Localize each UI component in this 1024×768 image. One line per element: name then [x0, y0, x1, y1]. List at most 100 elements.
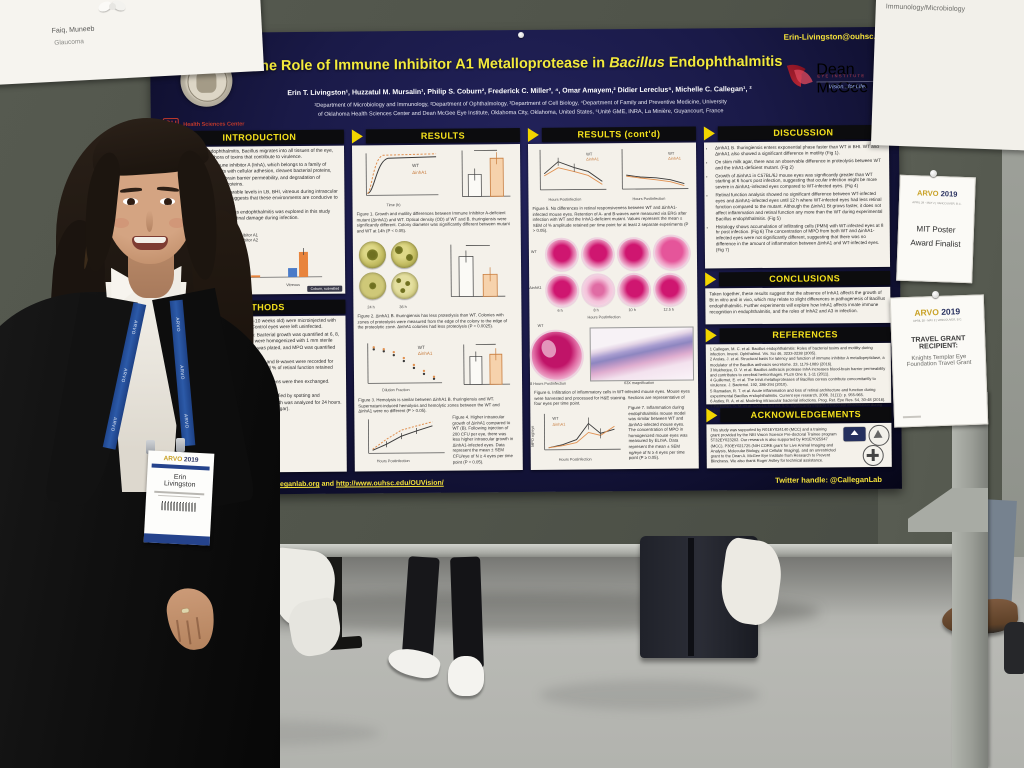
- svg-text:ΔinhA1: ΔinhA1: [412, 170, 427, 175]
- section-header-results-contd: RESULTS (cont'd): [527, 126, 696, 142]
- methods-paragraph: Bacterial Growth and (MPO) Quantitation:…: [166, 332, 340, 358]
- hist-time-label: 8 h: [593, 308, 599, 313]
- note-name: Faiq, Muneeb: [51, 25, 95, 35]
- mit-award-card: ARVO 2019 APRIL 28 - MAY 2 | VANCOUVER, …: [896, 174, 976, 284]
- hist-x-label: Hours Postinfection: [587, 315, 621, 320]
- award-line1: MIT Poster: [916, 224, 956, 235]
- background-person-leg: [450, 556, 484, 670]
- erg-bwave-chart: WT ΔinhA1: [621, 149, 689, 190]
- twitter-handle: Twitter handle: @CalleganLab: [775, 474, 882, 485]
- plate-time-label: 24 h: [367, 305, 375, 310]
- histology-eye: [583, 275, 614, 306]
- agar-plates: [358, 240, 422, 304]
- hemolysis-bar-chart: [463, 343, 511, 385]
- acknowledgements-panel: This study was supported by R01EY024140 …: [706, 422, 892, 469]
- fig4-x-label: Hours Postinfection: [376, 459, 410, 464]
- histology-eye: [616, 236, 652, 272]
- methods-panel: Endophthalmitis: C57BL/6J (WT) mice (8-1…: [162, 315, 347, 474]
- intro-bar-chart: [181, 246, 323, 279]
- rpb-logo: [843, 427, 866, 442]
- intro-bullet: During Bacillus endophthalmitis, Bacillu…: [172, 149, 340, 163]
- svg-text:WT: WT: [668, 151, 675, 156]
- agar-plate: [391, 271, 419, 300]
- colony-diameter-bar-chart: [461, 149, 511, 197]
- white-sneaker: [448, 656, 484, 696]
- methods-paragraph: Histology: Eyes were incubated in a fixa…: [167, 379, 330, 393]
- introduction-panel: During Bacillus endophthalmitis, Bacillu…: [160, 145, 346, 296]
- section-header-methods: METHODS: [162, 299, 346, 316]
- intro-chart-legend: Immune Inhibitor A1 Immune Inhibitor A2: [213, 232, 258, 244]
- floor-stain: [120, 720, 380, 746]
- section-header-acknowledgements: ACKNOWLEDGEMENTS: [706, 406, 892, 423]
- discussion-bullets: ΔinhA1 B. thuringiensis enters exponenti…: [708, 144, 886, 253]
- histology-eye: [579, 236, 617, 273]
- histology-eye: [545, 274, 579, 308]
- intraocular-growth-chart: [367, 419, 445, 454]
- fig1-x-label: Time (h): [386, 203, 401, 208]
- arrow-icon: [527, 127, 539, 142]
- wall-note-right: Immunology/Microbiology: [870, 0, 1024, 151]
- fig7-x-label: Hours Postinfection: [558, 457, 592, 462]
- growth-curve-chart: WT ΔinhA1: [365, 153, 439, 196]
- figure7-caption: Figure 7. Inflammation during endophthal…: [628, 404, 688, 461]
- svg-text:ΔinhA1: ΔinhA1: [586, 156, 600, 161]
- hist-time-label: 10 h: [628, 308, 636, 313]
- dmei-fan-icon: [786, 58, 816, 91]
- hemolysis-scatter-chart: WT ΔinhA1: [367, 343, 443, 384]
- card-footnote-line: [902, 415, 921, 419]
- ribbon-bow: [96, 0, 128, 18]
- methods-paragraph: In vitro assays: Proteolysis was analyze…: [167, 394, 342, 413]
- wall-note-left: Faiq, Muneeb Glaucoma: [0, 0, 265, 86]
- hist-row-label: WT: [530, 249, 537, 254]
- agar-plate: [358, 241, 387, 269]
- figure4-caption: Figure 4. Higher intraocular growth of Δ…: [452, 414, 514, 465]
- note-category: Immunology/Microbiology: [885, 3, 966, 14]
- discussion-bullet: Growth of ΔinhA1 in C57BL/6J mouse eyes …: [715, 171, 885, 190]
- discussion-panel: ΔinhA1 B. thuringiensis enters exponenti…: [703, 140, 891, 269]
- pushpin: [930, 170, 937, 177]
- acknowledgements-text: This study was supported by R01EY024140 …: [710, 426, 837, 464]
- svg-text:ΔinhA1: ΔinhA1: [668, 156, 682, 161]
- svg-text:WT: WT: [418, 345, 425, 350]
- frame-pole: [952, 392, 988, 768]
- svg-text:WT: WT: [586, 151, 593, 156]
- histology-section-image: [589, 326, 695, 382]
- section-header-discussion: DISCUSSION: [703, 124, 889, 141]
- research-poster: B127 Erin-Livingston@ouhsc.edu OU Health…: [149, 26, 903, 496]
- travel-body: Knights Templar Eye Foundation Travel Gr…: [906, 354, 972, 369]
- pushpin: [518, 32, 525, 39]
- arrow-icon: [351, 129, 363, 144]
- svg-text:ΔinhA1: ΔinhA1: [552, 422, 566, 427]
- arrow-icon: [703, 126, 715, 141]
- lab-url: http://calleganlab.org: [248, 480, 320, 489]
- legend-swatch-orange: [213, 238, 219, 244]
- note-topic: Glaucoma: [54, 38, 85, 47]
- dmei-sub: EYE INSTITUTE: [817, 73, 866, 79]
- erg-awave-chart: WT ΔinhA1: [539, 149, 607, 191]
- dark-shoe: [1004, 622, 1024, 674]
- board-bottom-rail: [0, 544, 1002, 557]
- conclusions-text: Taken together, these results suggest th…: [709, 289, 886, 315]
- ouhsc-text: Health Sciences Center: [183, 121, 245, 128]
- histology-eye: [652, 234, 691, 271]
- histology-eye: [615, 270, 654, 310]
- svg-text:WT: WT: [412, 163, 419, 168]
- intro-bullet: InhA was detected at comparable levels i…: [172, 189, 340, 209]
- fig6-time-label: 8 Hours Postinfection: [530, 381, 567, 386]
- poster-title: The Role of Immune Inhibitor A1 Metallop…: [251, 53, 783, 75]
- intro-bullet: The role of InhA during Bacillus endopht…: [173, 210, 341, 224]
- intro-bullet: Bacillus produces immune inhibitor A (In…: [172, 163, 340, 189]
- svg-text:ΔinhA1: ΔinhA1: [418, 351, 433, 356]
- intro-x-label: Vitreous: [286, 282, 301, 288]
- mpo-chart: WT ΔinhA1: [543, 413, 621, 451]
- discussion-bullet: Retinal function analysis showed no sign…: [715, 191, 885, 222]
- methods-paragraph: Endophthalmitis: C57BL/6J (WT) mice (8-1…: [166, 318, 336, 332]
- fig5-x-label: Hours Postinfection: [632, 196, 666, 202]
- arrow-icon: [162, 301, 174, 316]
- arvo-logo: ARVO: [916, 188, 939, 199]
- figure5-caption: Figure 5. No differences in retinal resp…: [532, 204, 689, 234]
- intro-x-label: BHI: [242, 283, 249, 288]
- poster-authors: Erin T. Livingston¹, Huzzatul M. Mursali…: [287, 86, 752, 98]
- luggage-strap: [688, 538, 694, 656]
- figure3-caption: Figure 3. Hemolysis is similar between Δ…: [358, 396, 500, 414]
